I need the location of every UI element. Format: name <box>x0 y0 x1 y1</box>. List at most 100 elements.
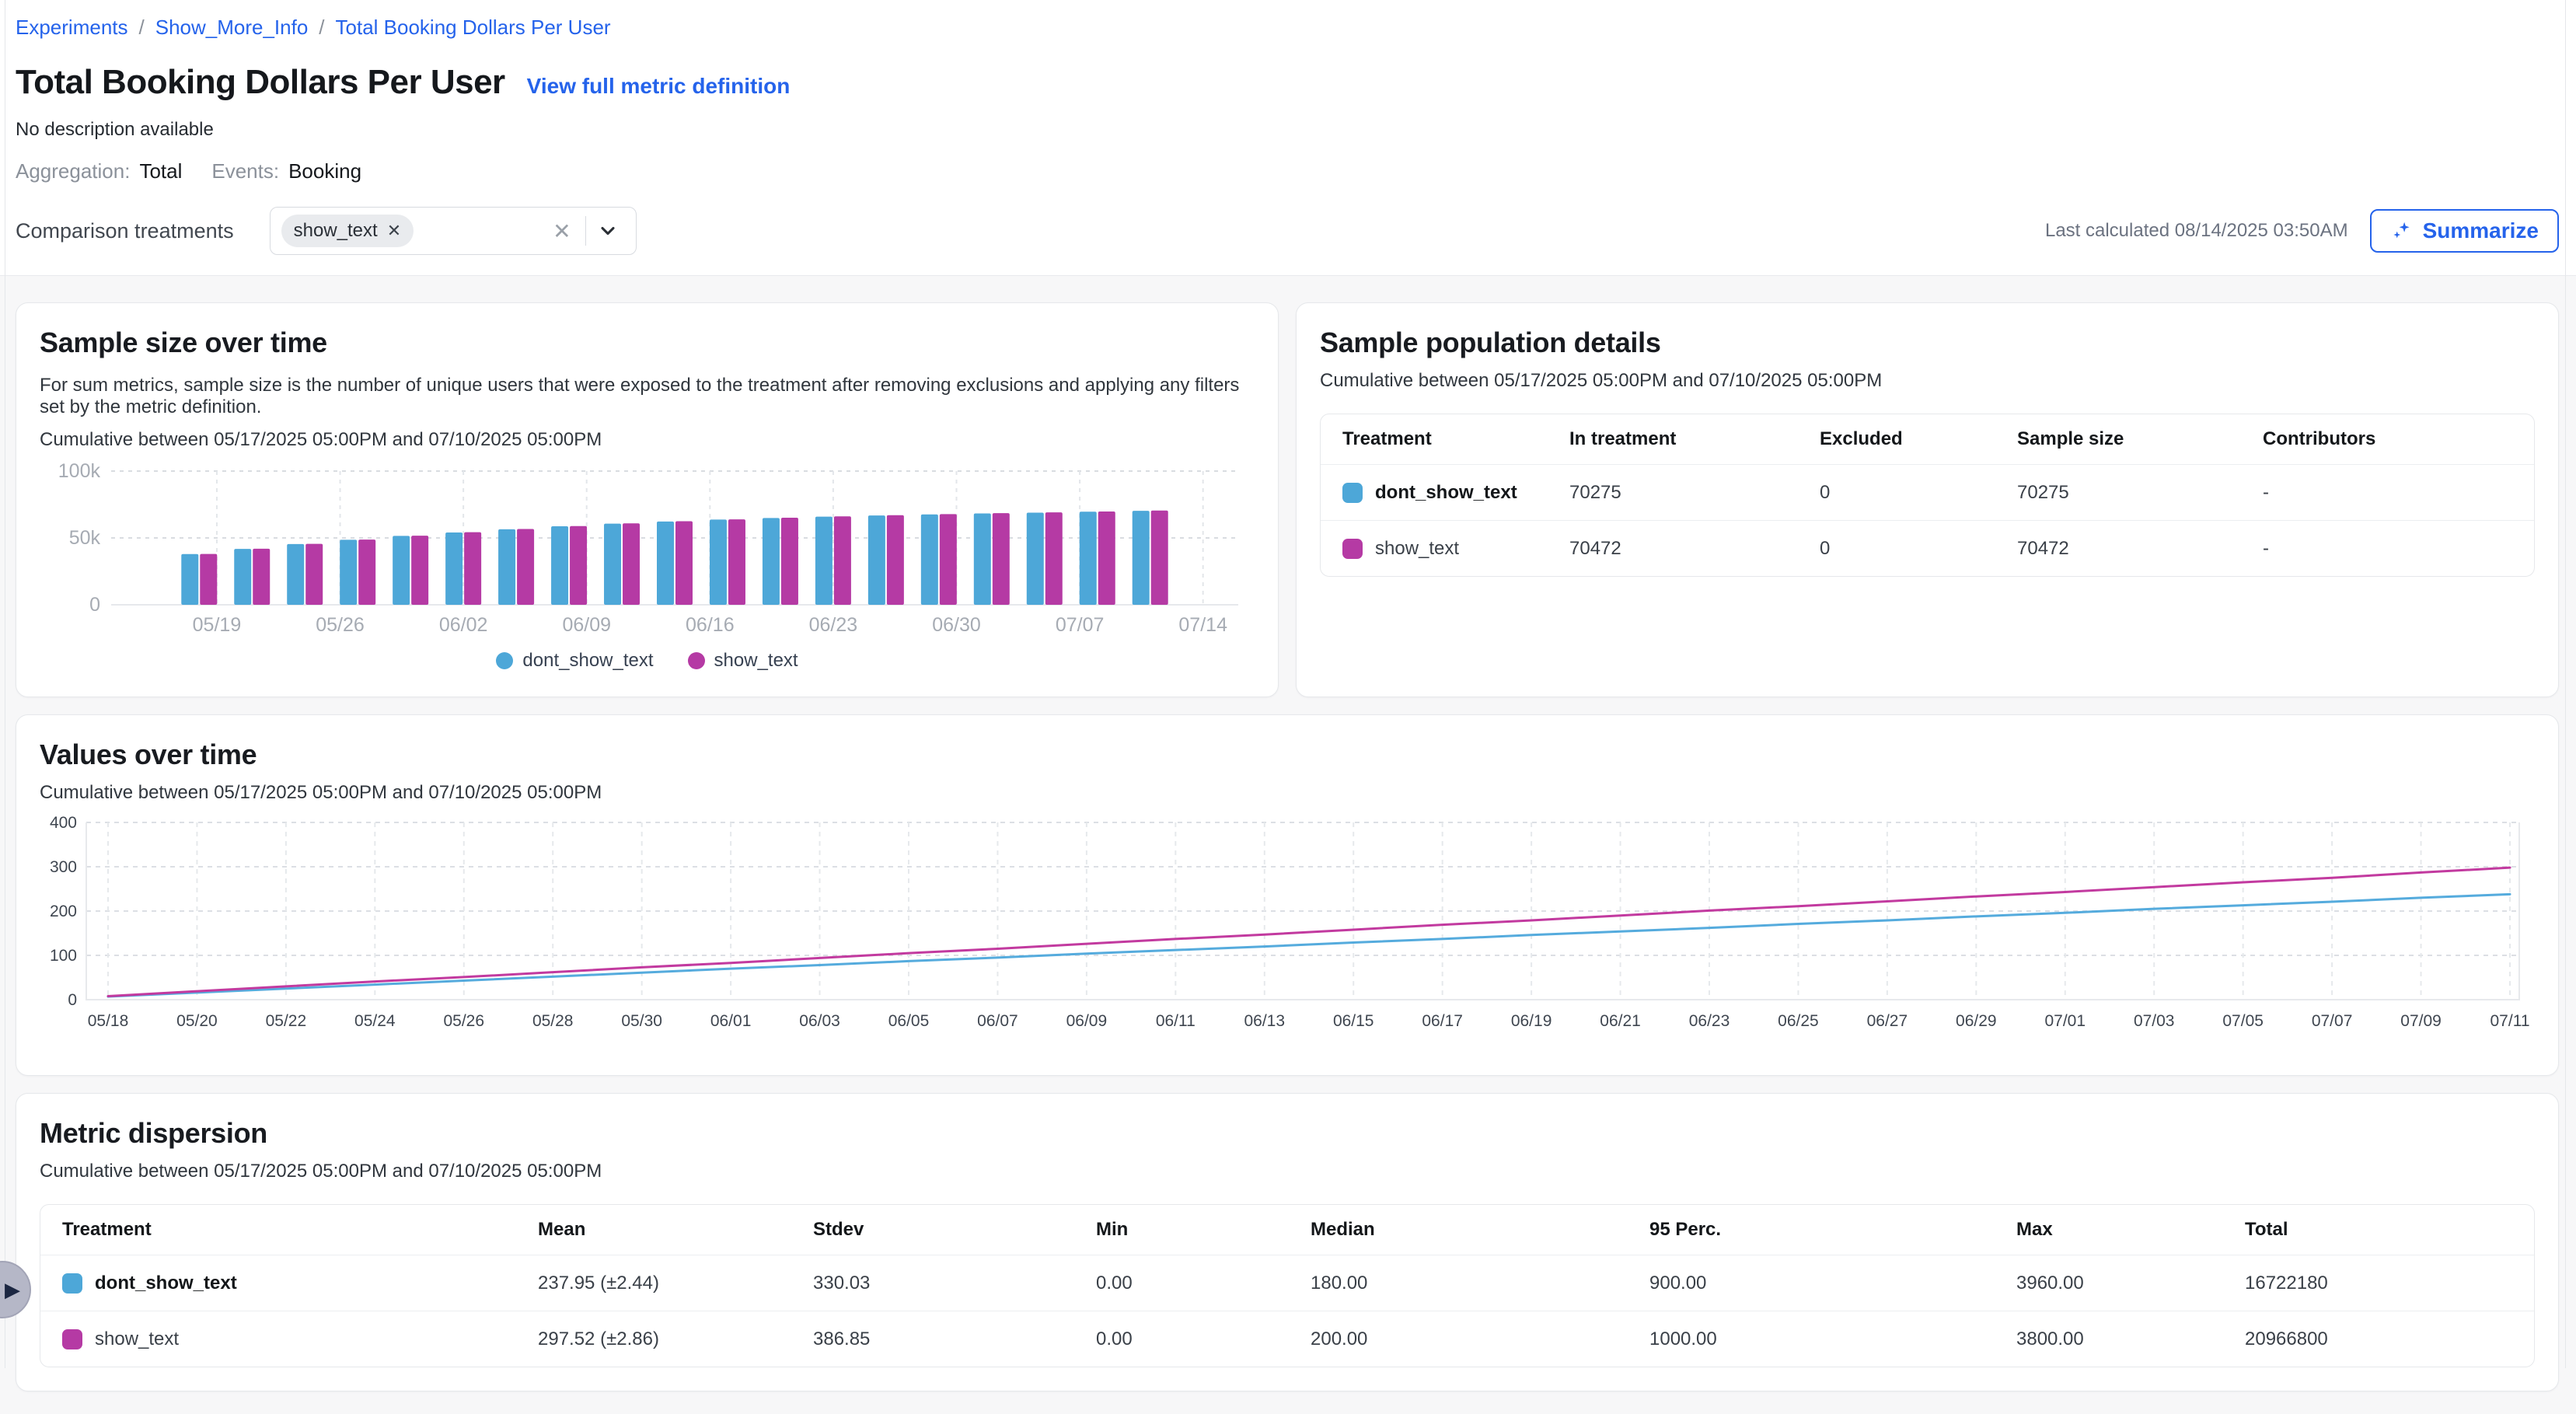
svg-text:06/25: 06/25 <box>1778 1012 1819 1030</box>
cell-median: 180.00 <box>1311 1272 1368 1294</box>
svg-text:05/28: 05/28 <box>532 1012 574 1030</box>
col-mean: Mean <box>538 1219 586 1240</box>
table-row: show_text 70472 0 70472 - <box>1321 520 2534 576</box>
dispersion-title: Metric dispersion <box>40 1117 267 1149</box>
cell-excluded: 0 <box>1820 537 1831 559</box>
sample-size-title: Sample size over time <box>40 326 327 358</box>
treatment-swatch <box>62 1328 82 1349</box>
svg-text:05/26: 05/26 <box>316 614 365 636</box>
treatment-name: dont_show_text <box>1375 481 1517 503</box>
legend-dot-magenta <box>687 652 705 669</box>
col-treatment: Treatment <box>62 1219 152 1240</box>
comparison-treatments-select[interactable]: show_text ✕ ✕ <box>269 207 637 255</box>
breadcrumb-separator: / <box>319 16 325 39</box>
clear-all-icon[interactable]: ✕ <box>553 218 571 243</box>
col-in-treatment: In treatment <box>1569 428 1677 449</box>
svg-text:06/16: 06/16 <box>686 614 735 636</box>
dispersion-table: Treatment Mean Stdev Min Median 95 Perc.… <box>40 1204 2535 1367</box>
cell-median: 200.00 <box>1311 1328 1368 1349</box>
legend-label: dont_show_text <box>522 650 654 671</box>
metric-description: No description available <box>16 119 214 140</box>
svg-text:400: 400 <box>50 815 77 832</box>
cell-in-treatment: 70472 <box>1569 537 1621 559</box>
title-row: Total Booking Dollars Per User View full… <box>16 63 2559 102</box>
cell-min: 0.00 <box>1096 1328 1133 1349</box>
svg-text:07/07: 07/07 <box>2312 1012 2353 1030</box>
svg-text:06/27: 06/27 <box>1867 1012 1908 1030</box>
aggregation-row: Aggregation: Total Events: Booking <box>16 159 2559 183</box>
svg-text:50k: 50k <box>69 527 101 549</box>
svg-text:05/19: 05/19 <box>193 614 242 636</box>
svg-text:05/24: 05/24 <box>354 1012 396 1030</box>
summarize-label: Summarize <box>2422 218 2539 243</box>
cell-95perc: 900.00 <box>1649 1272 1707 1294</box>
treatment-name: show_text <box>1375 537 1460 559</box>
comparison-treatments-label: Comparison treatments <box>16 218 234 243</box>
breadcrumb-experiment-name[interactable]: Show_More_Info <box>155 16 309 39</box>
cell-mean: 237.95 (±2.44) <box>538 1272 659 1294</box>
svg-text:07/05: 07/05 <box>2222 1012 2264 1030</box>
svg-text:06/30: 06/30 <box>932 614 981 636</box>
svg-text:05/22: 05/22 <box>266 1012 307 1030</box>
bar-chart-legend: dont_show_text show_text <box>40 650 1255 672</box>
cell-contributors: - <box>2263 537 2269 559</box>
col-sample-size: Sample size <box>2017 428 2124 449</box>
treatment-name: dont_show_text <box>95 1272 237 1294</box>
treatment-chip[interactable]: show_text ✕ <box>281 215 414 247</box>
svg-text:07/09: 07/09 <box>2400 1012 2442 1030</box>
svg-text:100k: 100k <box>58 462 101 482</box>
dispersion-subtitle: Cumulative between 05/17/2025 05:00PM an… <box>40 1161 602 1182</box>
svg-text:06/17: 06/17 <box>1422 1012 1463 1030</box>
aggregation-value: Total <box>139 159 183 183</box>
cell-contributors: - <box>2263 481 2269 503</box>
values-over-time-card: Values over time Cumulative between 05/1… <box>16 714 2559 1076</box>
dispersion-table-header: Treatment Mean Stdev Min Median 95 Perc.… <box>40 1205 2534 1255</box>
chip-remove-icon[interactable]: ✕ <box>386 221 402 240</box>
breadcrumb-metric-name[interactable]: Total Booking Dollars Per User <box>335 16 611 39</box>
cell-stdev: 330.03 <box>813 1272 871 1294</box>
population-card: Sample population details Cumulative bet… <box>1296 302 2559 697</box>
cell-total: 16722180 <box>2245 1272 2328 1294</box>
col-total: Total <box>2245 1219 2288 1240</box>
col-contributors: Contributors <box>2263 428 2376 449</box>
svg-text:05/20: 05/20 <box>176 1012 218 1030</box>
sample-size-bar-chart: 0 50k 100k 05/19 05/26 06/02 06/09 06/16 06/23 06… <box>58 462 1238 636</box>
population-table: Treatment In treatment Excluded Sample s… <box>1320 414 2535 577</box>
aggregation-label: Aggregation: <box>16 159 131 183</box>
cell-excluded: 0 <box>1820 481 1831 503</box>
events-value: Booking <box>288 159 362 183</box>
right-edge-divider <box>2565 0 2566 1368</box>
svg-text:05/18: 05/18 <box>88 1012 129 1030</box>
svg-text:06/03: 06/03 <box>799 1012 840 1030</box>
col-treatment: Treatment <box>1342 428 1432 449</box>
cell-sample-size: 70472 <box>2017 537 2069 559</box>
view-metric-definition-link[interactable]: View full metric definition <box>526 74 791 98</box>
treatment-swatch <box>1342 482 1363 503</box>
svg-text:06/07: 06/07 <box>977 1012 1018 1030</box>
header-divider <box>0 275 2576 276</box>
summarize-button[interactable]: Summarize <box>2369 209 2559 253</box>
svg-text:05/30: 05/30 <box>621 1012 662 1030</box>
svg-text:06/09: 06/09 <box>1066 1012 1108 1030</box>
breadcrumb-experiments[interactable]: Experiments <box>16 16 128 39</box>
table-row: dont_show_text 237.95 (±2.44) 330.03 0.0… <box>40 1255 2534 1311</box>
population-subtitle: Cumulative between 05/17/2025 05:00PM an… <box>1320 370 1883 391</box>
col-95perc: 95 Perc. <box>1649 1219 1722 1240</box>
page-title: Total Booking Dollars Per User <box>16 63 505 101</box>
cell-sample-size: 70275 <box>2017 481 2069 503</box>
legend-label: show_text <box>714 650 798 671</box>
sample-size-subtitle: Cumulative between 05/17/2025 05:00PM an… <box>40 429 602 450</box>
svg-text:0: 0 <box>89 594 100 616</box>
dispersion-card: Metric dispersion Cumulative between 05/… <box>16 1093 2559 1391</box>
svg-text:07/03: 07/03 <box>2134 1012 2175 1030</box>
svg-text:06/09: 06/09 <box>562 614 611 636</box>
play-arrow-icon: ▶ <box>5 1278 20 1301</box>
sample-size-card: Sample size over time For sum metrics, s… <box>16 302 1279 697</box>
svg-text:06/05: 06/05 <box>888 1012 930 1030</box>
svg-text:07/11: 07/11 <box>2490 1012 2530 1030</box>
cell-max: 3960.00 <box>2016 1272 2084 1294</box>
cell-min: 0.00 <box>1096 1272 1133 1294</box>
population-table-header: Treatment In treatment Excluded Sample s… <box>1321 414 2534 464</box>
chevron-down-icon[interactable] <box>591 220 625 242</box>
